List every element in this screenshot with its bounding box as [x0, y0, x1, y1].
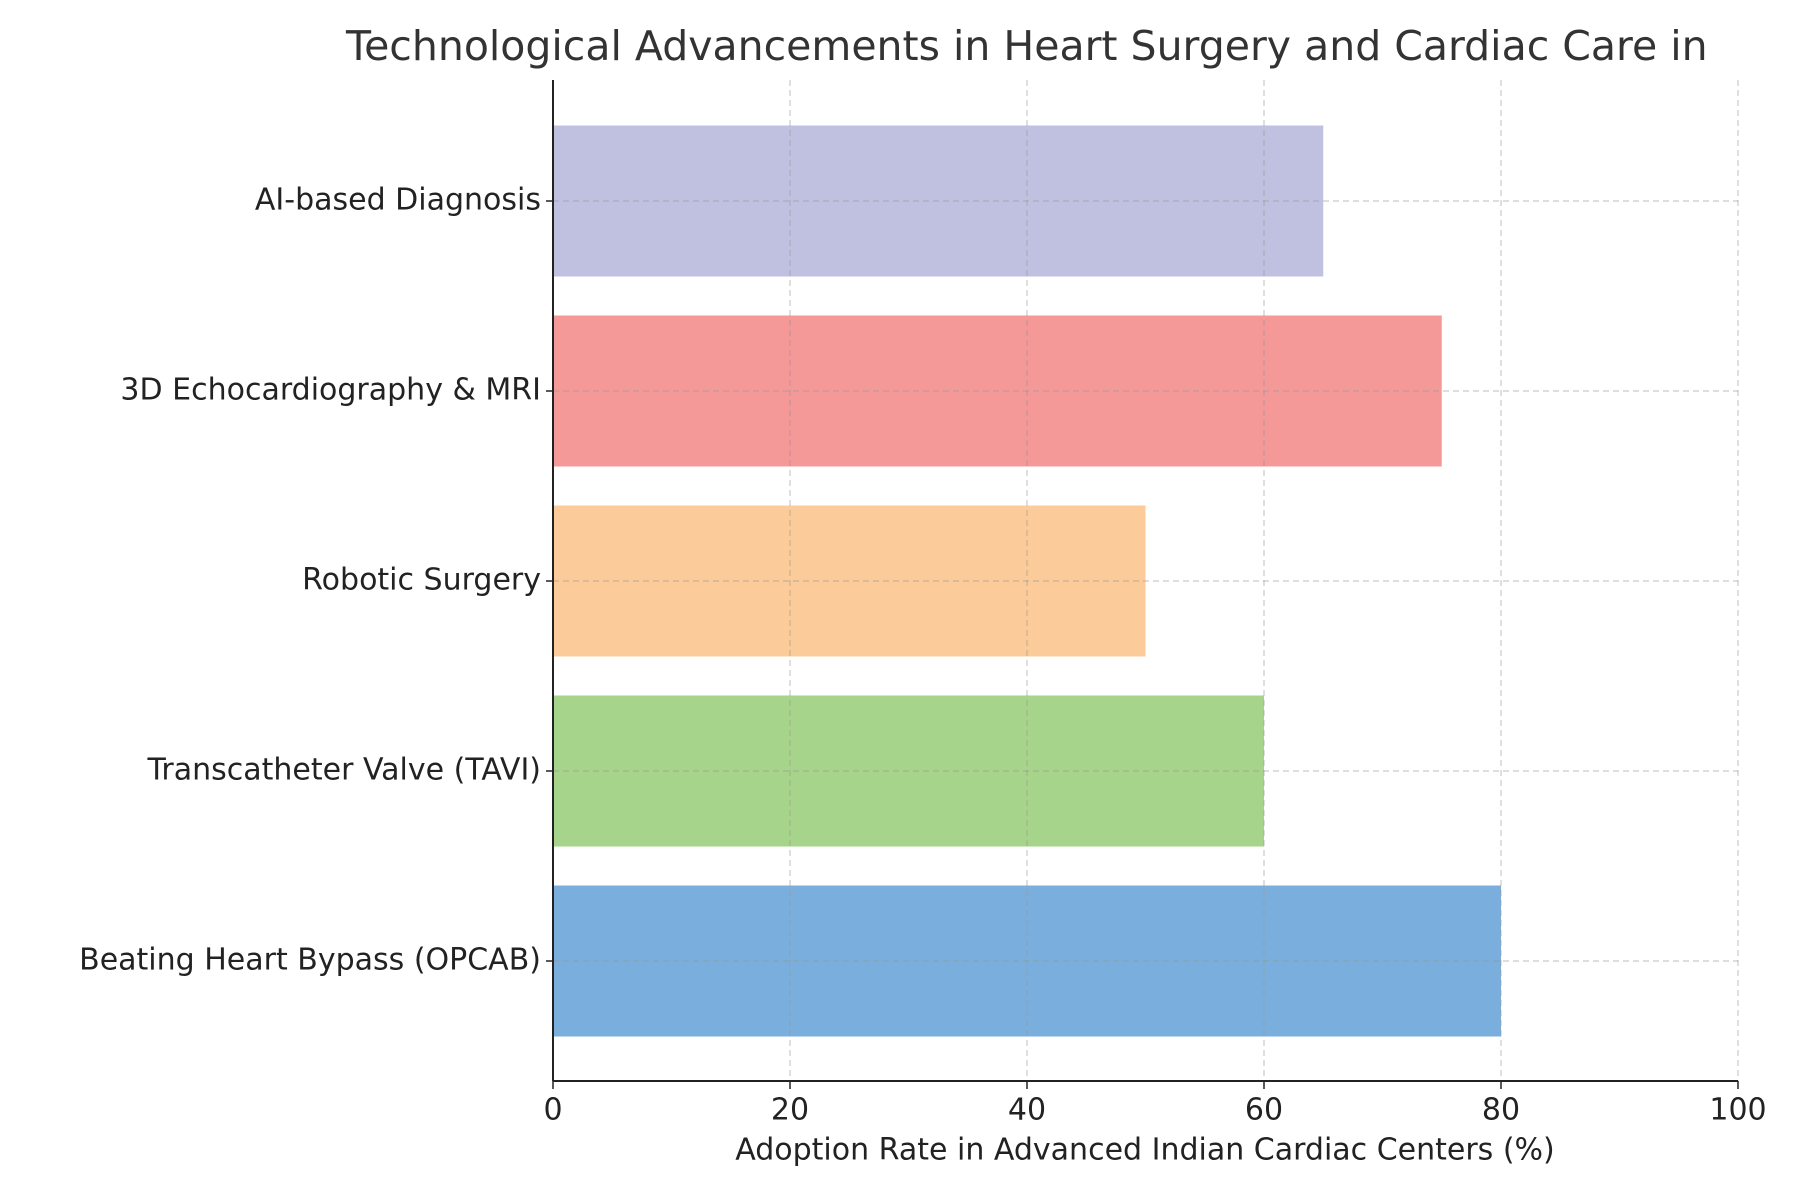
x-axis-label: Adoption Rate in Advanced Indian Cardiac…: [735, 1133, 1555, 1168]
y-tick-label: Robotic Surgery: [302, 563, 541, 598]
y-tick-label: Transcatheter Valve (TAVI): [146, 753, 541, 788]
y-tick-label: Beating Heart Bypass (OPCAB): [79, 943, 541, 978]
x-tick-label: 100: [1709, 1093, 1766, 1128]
chart-title: Technological Advancements in Heart Surg…: [345, 22, 1708, 70]
x-tick-label: 60: [1245, 1093, 1283, 1128]
x-tick-label: 40: [1008, 1093, 1046, 1128]
x-tick-label: 20: [771, 1093, 809, 1128]
x-tick-label: 0: [543, 1093, 562, 1128]
y-tick-label: 3D Echocardiography & MRI: [120, 373, 541, 408]
y-tick-label: AI-based Diagnosis: [255, 183, 541, 218]
x-tick-label: 80: [1482, 1093, 1520, 1128]
